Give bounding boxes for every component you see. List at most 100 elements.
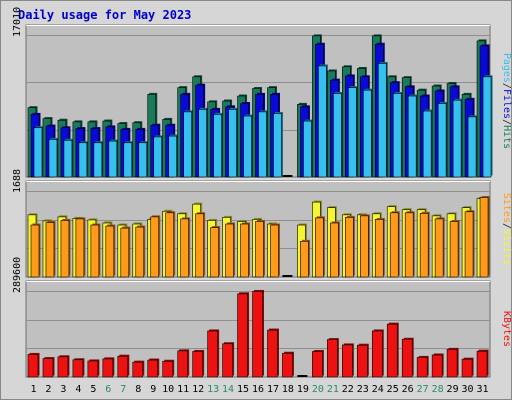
bar-sites-day-20	[315, 216, 325, 278]
bar-sites-day-10-face	[165, 212, 175, 278]
bar-sites-day-21	[330, 221, 340, 278]
bar-kbytes-day-1	[27, 352, 40, 378]
bar-sites-day-28-face	[434, 218, 444, 278]
bar-pages-day-11	[183, 110, 194, 178]
bar-kbytes-day-9	[147, 358, 160, 378]
bar-kbytes-day-16-face	[252, 291, 263, 378]
bar-kbytes-day-9-face	[147, 359, 159, 378]
bar-sites-day-8	[135, 225, 146, 278]
bar-sites-day-23	[359, 214, 370, 278]
bar-sites-day-2-face	[45, 222, 55, 278]
chart-title: Daily usage for May 2023	[18, 8, 191, 22]
x-tick-label: 9	[150, 384, 156, 395]
bar-sites-day-22	[345, 215, 355, 278]
x-tick-label: 27	[417, 384, 429, 395]
bar-sites-day-10	[165, 211, 176, 278]
bar-kbytes-day-20	[312, 349, 324, 378]
bar-kbytes-day-31	[476, 349, 489, 378]
bar-sites-day-24-face	[374, 219, 384, 278]
bar-kbytes-day-28	[431, 353, 444, 378]
bar-sites-day-26	[404, 211, 415, 278]
panel-2: 1688 Sites/Visits	[12, 169, 512, 278]
bar-kbytes-day-16	[252, 289, 265, 378]
x-tick-label: 5	[90, 384, 96, 395]
bar-sites-day-16	[255, 219, 266, 278]
bar-kbytes-day-8-face	[132, 361, 144, 378]
legend-entry-sites: Sites	[501, 193, 512, 223]
bar-sites-day-14-face	[225, 223, 234, 278]
bar-sites-day-27-face	[419, 213, 429, 278]
bar-sites-day-9	[150, 215, 161, 278]
bar-pages-day-23-face	[362, 89, 372, 178]
x-axis-labels: 1 2 3 4 5 6 7 8 9 10 11 12 13 14 15 16 17 18 19 20 21 22 23 24 2…	[30, 384, 488, 395]
bar-sites-day-21-face	[330, 222, 339, 278]
bar-sites-day-30	[464, 210, 475, 278]
bar-sites-day-23-face	[359, 215, 369, 278]
bar-sites-day-8-face	[135, 226, 145, 278]
bar-pages-day-20-face	[318, 65, 327, 178]
bar-pages-day-11-face	[183, 111, 192, 178]
bar-pages-day-13	[213, 112, 224, 178]
bar-kbytes-day-21	[327, 338, 339, 378]
bar-sites-day-26-face	[404, 212, 414, 278]
bar-kbytes-day-25-face	[386, 323, 398, 378]
bar-kbytes-day-15	[237, 292, 250, 378]
x-tick-label: 25	[387, 384, 399, 395]
panel-3: 289600 KBytes	[12, 257, 512, 378]
bar-sites-day-5	[90, 223, 101, 278]
bar-kbytes-day-21-face	[327, 339, 338, 378]
bar-pages-day-12	[198, 107, 209, 178]
bar-pages-day-29-face	[452, 99, 462, 178]
bar-pages-day-25	[392, 92, 403, 178]
y-axis-label: KBytes	[501, 311, 512, 347]
bar-pages-day-2-face	[48, 139, 58, 178]
bar-kbytes-day-10	[162, 359, 175, 378]
bar-pages-day-6-face	[108, 140, 118, 178]
bar-sites-day-31-face	[479, 197, 489, 278]
bar-kbytes-day-23	[356, 343, 369, 378]
bar-pages-day-9	[153, 135, 164, 178]
bar-pages-day-31-face	[482, 76, 492, 178]
bar-sites-day-31	[479, 196, 490, 278]
x-tick-label: 23	[357, 384, 369, 395]
bar-kbytes-day-7	[117, 354, 130, 378]
legend-entry-sep: /	[501, 119, 512, 125]
bar-pages-day-4-face	[78, 142, 88, 178]
bar-sites-day-11	[180, 217, 191, 278]
bar-kbytes-day-10-face	[162, 360, 174, 378]
bar-pages-day-15-face	[243, 115, 252, 178]
bar-kbytes-day-5-face	[87, 360, 99, 378]
bar-kbytes-day-2	[42, 357, 55, 378]
bar-pages-day-10-face	[168, 135, 178, 178]
bar-kbytes-day-30-face	[461, 358, 473, 378]
x-tick-label: 17	[267, 384, 279, 395]
legend-entry-hits: Hits	[501, 125, 512, 149]
bar-sites-day-17-face	[270, 224, 279, 278]
bar-kbytes-day-3	[57, 355, 70, 378]
y-axis-label: Sites/Visits	[501, 193, 512, 265]
bar-pages-day-28	[437, 102, 448, 178]
bar-kbytes-day-18	[282, 351, 294, 378]
bar-sites-day-20-face	[315, 217, 324, 278]
bar-pages-day-23	[362, 88, 373, 178]
bar-pages-day-7	[123, 141, 134, 178]
x-tick-label: 3	[60, 384, 66, 395]
bar-sites-day-4-face	[75, 218, 85, 278]
bar-kbytes-day-27	[416, 355, 429, 378]
x-tick-label: 6	[105, 384, 111, 395]
legend-entry-pages: Pages	[501, 53, 512, 83]
bar-sites-day-25-face	[389, 212, 399, 278]
bar-pages-day-24	[377, 61, 388, 178]
bar-kbytes-day-14	[222, 342, 235, 378]
bar-sites-day-19	[300, 239, 310, 278]
bar-pages-day-26-face	[407, 95, 417, 178]
bar-kbytes-day-2-face	[42, 358, 54, 378]
bar-kbytes-day-26-face	[401, 338, 413, 378]
x-tick-label: 13	[207, 384, 219, 395]
bar-kbytes-day-27-face	[416, 357, 428, 378]
y-axis-label: Pages/Files/Hits	[501, 53, 512, 149]
bar-kbytes-day-17-face	[267, 329, 278, 378]
bar-sites-day-30-face	[464, 211, 474, 278]
